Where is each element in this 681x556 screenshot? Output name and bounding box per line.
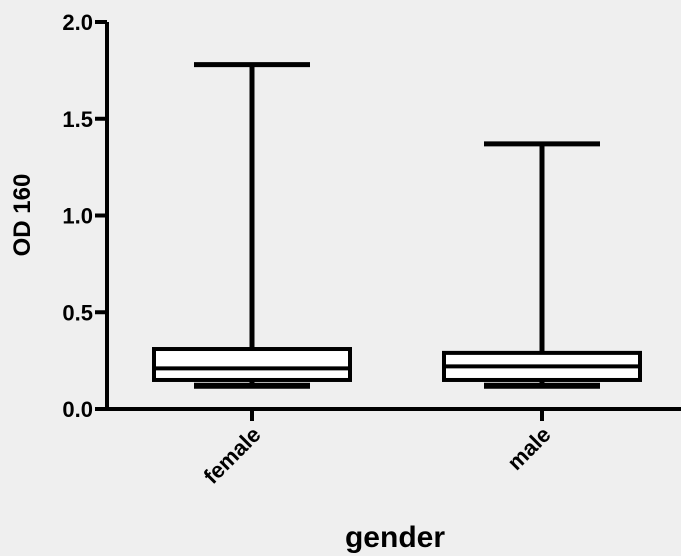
y-ticks: 0.0 0.5 1.0 1.5 2.0 xyxy=(62,10,107,422)
y-tick-label: 0.0 xyxy=(62,397,93,422)
y-tick-label: 2.0 xyxy=(62,10,93,35)
y-tick-label: 1.5 xyxy=(62,107,93,132)
x-tick-label-female: female xyxy=(199,422,266,489)
iqr-box xyxy=(152,347,352,382)
y-axis-title: OD 160 xyxy=(9,174,36,257)
boxes xyxy=(152,62,642,389)
box-male xyxy=(442,141,642,389)
x-axis: female male gender xyxy=(105,407,681,554)
y-tick-label: 1.0 xyxy=(62,204,93,229)
x-axis-title: gender xyxy=(345,521,445,554)
x-ticks: female male xyxy=(199,409,556,489)
box-female xyxy=(152,62,352,389)
y-axis: 0.0 0.5 1.0 1.5 2.0 OD 160 xyxy=(9,10,109,422)
x-tick-label-male: male xyxy=(502,422,555,475)
y-tick-label: 0.5 xyxy=(62,300,93,325)
